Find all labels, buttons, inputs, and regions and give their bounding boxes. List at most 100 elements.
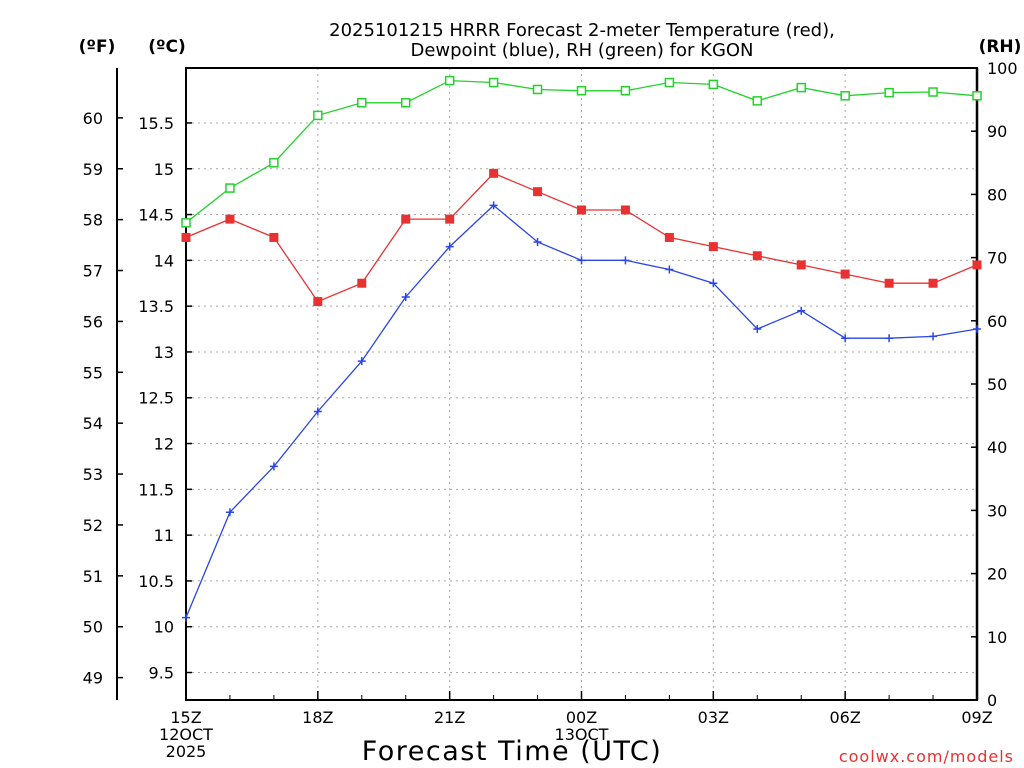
dewpoint-point	[841, 334, 850, 343]
rh-point	[181, 218, 191, 228]
temperature-point	[313, 297, 323, 307]
time-tick-label: 2025	[166, 742, 207, 761]
celsius-tick-label: 12.5	[138, 389, 174, 408]
fahrenheit-tick-label: 59	[83, 160, 103, 179]
rh-unit-label: (RH)	[979, 37, 1022, 57]
dewpoint-point	[182, 613, 190, 622]
time-tick-label: 18Z	[302, 708, 333, 727]
dewpoint-point	[577, 256, 586, 265]
temperature-series	[181, 168, 982, 307]
axes	[116, 67, 979, 701]
dewpoint-point	[225, 508, 234, 517]
rh-point	[576, 86, 587, 96]
fahrenheit-tick-label: 54	[83, 414, 103, 433]
temperature-point	[796, 260, 806, 270]
fahrenheit-tick-label: 60	[83, 109, 103, 128]
dewpoint-point	[753, 325, 762, 334]
dewpoint-point	[665, 265, 674, 274]
time-tick-label: 13OCT	[555, 725, 609, 744]
fahrenheit-tick-label: 57	[83, 262, 103, 281]
fahrenheit-axis: 49 50 51 52 53 54 55 56 57 58 59 60	[83, 109, 123, 688]
celsius-tick-label: 11.5	[138, 480, 174, 499]
celsius-unit-label: (ºC)	[148, 37, 186, 57]
fahrenheit-tick-label: 50	[83, 618, 103, 637]
celsius-tick-label: 9.5	[149, 664, 174, 683]
time-tick-label: 09Z	[961, 708, 992, 727]
dewpoint-point	[533, 238, 542, 247]
rh-tick-label: 60	[987, 312, 1007, 331]
dewpoint-point	[973, 325, 981, 334]
celsius-tick-label: 13	[154, 343, 174, 362]
temperature-point	[664, 232, 674, 242]
rh-tick-label: 20	[987, 565, 1007, 584]
source-credit: coolwx.com/models	[839, 747, 1014, 766]
time-tick-label: 00Z	[566, 708, 597, 727]
rh-tick-label: 70	[987, 249, 1007, 268]
dewpoint-point	[797, 306, 806, 315]
temperature-point	[972, 260, 982, 270]
temperature-point	[840, 269, 850, 279]
rh-point	[708, 79, 719, 90]
fahrenheit-unit-label: (ºF)	[79, 37, 116, 57]
rh-tick-label: 40	[987, 438, 1007, 457]
rh-point	[928, 87, 938, 97]
x-axis-label: Forecast Time (UTC)	[362, 736, 663, 767]
rh-point	[796, 82, 806, 93]
celsius-tick-label: 13.5	[138, 297, 174, 316]
rh-tick-label: 0	[987, 691, 997, 710]
rh-point	[752, 96, 763, 106]
rh-series	[181, 75, 982, 228]
time-tick-label: 06Z	[830, 708, 861, 727]
celsius-tick-label: 14	[154, 251, 174, 270]
rh-point	[357, 98, 367, 108]
temperature-point	[181, 232, 191, 242]
temperature-point	[708, 242, 718, 252]
temperature-point	[269, 232, 279, 242]
fahrenheit-tick-label: 51	[83, 567, 103, 586]
temperature-point	[401, 214, 411, 224]
temperature-point	[884, 278, 894, 288]
temperature-point	[357, 278, 367, 288]
rh-point	[400, 98, 411, 108]
celsius-tick-label: 14.5	[138, 206, 174, 225]
rh-tick-label: 90	[987, 122, 1007, 141]
celsius-tick-label: 10	[154, 618, 174, 637]
rh-point	[884, 87, 894, 98]
temperature-point	[928, 278, 938, 288]
rh-point	[313, 110, 323, 121]
rh-point	[269, 158, 279, 168]
rh-tick-label: 100	[987, 59, 1018, 78]
dewpoint-point	[929, 332, 938, 341]
fahrenheit-tick-label: 52	[83, 516, 103, 535]
rh-axis: 0 10 20 30 40 50 60 70 80 90 100	[971, 59, 1018, 710]
time-tick-label: 03Z	[698, 708, 729, 727]
rh-tick-label: 80	[987, 185, 1007, 204]
dewpoint-series	[182, 201, 981, 622]
temperature-point	[577, 205, 586, 215]
dewpoint-point	[401, 292, 410, 301]
rh-point	[664, 77, 675, 88]
temperature-point	[225, 214, 235, 224]
rh-point	[840, 91, 850, 101]
temperature-point	[752, 251, 762, 261]
temperature-point	[445, 214, 455, 224]
celsius-tick-label: 11	[154, 526, 174, 545]
dewpoint-point	[313, 407, 322, 416]
rh-point	[225, 183, 235, 193]
dewpoint-point	[357, 357, 366, 366]
temperature-point	[533, 187, 543, 197]
dewpoint-point	[709, 279, 718, 288]
temperature-point	[489, 168, 499, 178]
fahrenheit-tick-label: 53	[83, 465, 103, 484]
dewpoint-point	[621, 256, 630, 265]
chart-title-line-1: 2025101215 HRRR Forecast 2-meter Tempera…	[329, 20, 835, 41]
fahrenheit-tick-label: 58	[83, 211, 103, 230]
celsius-tick-label: 12	[154, 435, 174, 454]
rh-point	[488, 77, 499, 88]
rh-tick-label: 30	[987, 501, 1007, 520]
fahrenheit-tick-label: 56	[83, 312, 103, 331]
chart-title-line-2: Dewpoint (blue), RH (green) for KGON	[410, 40, 753, 61]
temperature-point	[620, 205, 630, 215]
